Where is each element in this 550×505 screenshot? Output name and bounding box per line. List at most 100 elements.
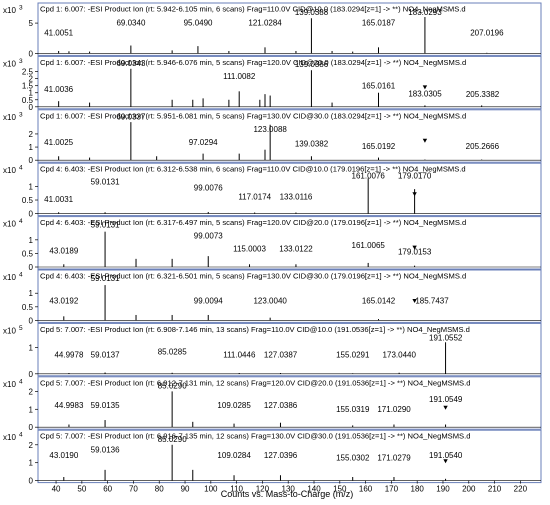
y-tick-label: 1 [29, 143, 34, 152]
peak-label: 173.0440 [383, 350, 417, 359]
peak-label: 41.0025 [44, 138, 73, 147]
x-tick-label: 210 [488, 485, 502, 494]
peak-label: 155.0319 [336, 405, 370, 414]
peak-label: 207.0196 [470, 29, 504, 38]
peak-label: 41.0036 [44, 85, 73, 94]
panel-frame [37, 216, 542, 270]
x-tick-label: 120 [256, 485, 270, 494]
y-tick-label: 2 [29, 75, 34, 84]
y-tick-label: 1 [29, 89, 34, 98]
peak-label: 69.0337 [116, 112, 145, 121]
y-tick-label: 0.5 [22, 196, 34, 205]
panel-title: Cpd 1: 6.007: -ESI Product Ion (rt: 5.94… [40, 5, 466, 14]
peak-label: 171.0290 [377, 405, 411, 414]
y-tick-label: 0 [29, 210, 34, 219]
spectrum-panel: Cpd 1: 6.007: -ESI Product Ion (rt: 5.95… [3, 109, 542, 165]
peak-label: 139.0386 [295, 60, 329, 69]
y-tick-label: 0 [29, 423, 34, 432]
peak-label: 179.0153 [398, 248, 432, 257]
peak-label: 161.0065 [352, 241, 386, 250]
y-tick-label: 1 [29, 344, 34, 353]
panel-title: Cpd 4: 6.403: -ESI Product Ion (rt: 6.31… [40, 218, 466, 227]
scale-label: x10 [3, 166, 16, 175]
peak-label: 185.7437 [415, 296, 449, 305]
x-tick-label: 100 [204, 485, 218, 494]
peak-label: 109.0284 [217, 451, 251, 460]
peak-label: 205.3382 [466, 90, 500, 99]
peak-label: 127.0396 [264, 451, 298, 460]
x-axis: 40 50 60 70 80 90 100 110 120 130 140 150 160 170 180 1… [52, 480, 528, 494]
peak-label: 111.0446 [223, 350, 256, 359]
scale-label: x10 [3, 380, 16, 389]
y-tick-label: 2 [29, 130, 34, 139]
panel-title: Cpd 4: 6.403: -ESI Product Ion (rt: 6.31… [40, 165, 466, 174]
y-tick-label: 2 [29, 441, 34, 450]
precursor-marker [412, 299, 417, 303]
peak-label: 44.9978 [54, 350, 83, 359]
y-tick-label: 0 [29, 370, 34, 379]
peak-label: 59.0136 [91, 446, 120, 455]
y-tick-label: 0 [29, 263, 34, 272]
peak-label: 179.0170 [398, 171, 432, 180]
y-tick-label: 2 [29, 387, 34, 396]
panel-frame [37, 269, 542, 323]
scale-exponent: 3 [19, 5, 23, 12]
precursor-marker [422, 138, 428, 143]
peak-label: 155.0291 [336, 350, 370, 359]
y-tick-label: 1 [29, 182, 34, 191]
scale-label: x10 [3, 433, 16, 442]
panel-frame [37, 429, 542, 484]
peak-label: 139.0388 [295, 8, 329, 17]
peak-label: 183.0293 [408, 8, 442, 17]
peak-label: 43.0190 [49, 451, 78, 460]
panel-frame [37, 322, 542, 377]
panel-frame [37, 55, 542, 110]
panel-title: Cpd 1: 6.007: -ESI Product Ion (rt: 5.95… [40, 111, 466, 120]
precursor-marker [412, 192, 417, 197]
peak-label: 191.0549 [429, 395, 463, 404]
scale-exponent: 4 [19, 165, 23, 172]
panel-title: Cpd 5: 7.007: -ESI Product Ion (rt: 6.91… [40, 378, 470, 387]
peak-label: 123.0040 [253, 296, 287, 305]
spectrum-panel: Cpd 1: 6.007: -ESI Product Ion (rt: 5.94… [3, 2, 542, 58]
y-tick-label: 0 [29, 316, 34, 325]
x-tick-label: 140 [307, 485, 321, 494]
peak-label: 171.0279 [377, 454, 411, 463]
peak-label: 99.0094 [194, 296, 223, 305]
peak-label: 127.0386 [264, 401, 298, 410]
x-tick-label: 90 [181, 485, 190, 494]
peak-label: 191.0540 [429, 451, 463, 460]
peak-label: 59.0131 [91, 221, 120, 230]
x-tick-label: 220 [514, 485, 528, 494]
scale-label: x10 [3, 326, 16, 335]
scale-label: x10 [3, 113, 16, 122]
peak-label: 99.0073 [194, 231, 223, 240]
x-tick-label: 190 [436, 485, 450, 494]
x-tick-label: 50 [77, 485, 86, 494]
peak-label: 121.0284 [248, 18, 282, 27]
peak-label: 59.0131 [91, 177, 120, 186]
y-tick-label: 1 [29, 459, 34, 468]
scale-label: x10 [3, 220, 16, 229]
peak-label: 43.0189 [49, 247, 78, 256]
panel-title: Cpd 1: 6.007: -ESI Product Ion (rt: 5.94… [40, 58, 466, 67]
y-tick-label: 5 [29, 19, 34, 28]
x-tick-label: 130 [282, 485, 296, 494]
scale-exponent: 4 [19, 272, 23, 279]
x-tick-label: 110 [230, 485, 243, 494]
x-tick-label: 40 [52, 485, 61, 494]
scale-exponent: 4 [19, 378, 23, 385]
panel-frame [37, 162, 542, 217]
spectrum-panel: Cpd 1: 6.007: -ESI Product Ion (rt: 5.94… [3, 55, 542, 112]
scale-label: x10 [3, 59, 16, 68]
peak-label: 165.0161 [362, 82, 396, 91]
precursor-marker [422, 85, 428, 90]
panel-frame [37, 2, 542, 56]
peak-label: 115.0003 [233, 244, 266, 253]
scale-label: x10 [3, 6, 16, 15]
peak-label: 69.0340 [116, 18, 145, 27]
x-tick-label: 80 [155, 485, 164, 494]
peak-label: 139.0382 [295, 139, 329, 148]
peak-label: 44.9983 [54, 401, 83, 410]
